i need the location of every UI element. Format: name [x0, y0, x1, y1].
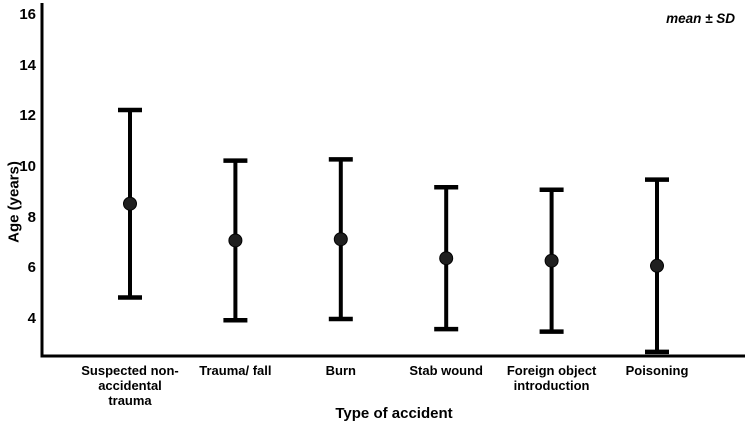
mean-marker [650, 258, 664, 273]
category-label-line: Trauma/ fall [199, 363, 272, 378]
category-label: Foreign object introduction [487, 363, 617, 393]
y-tick-label: 12 [19, 107, 36, 125]
category-label-line: Poisoning [625, 363, 689, 378]
category-label-line: Stab wound [409, 363, 484, 378]
category-label-line: trauma [108, 393, 152, 408]
category-label-line: introduction [513, 378, 590, 393]
category-label: Burn [276, 363, 406, 378]
category-label-line: Burn [325, 363, 356, 378]
category-label: Poisoning [592, 363, 722, 378]
mean-marker [439, 251, 454, 266]
x-axis-title: Type of accident [335, 405, 453, 422]
mean-marker [123, 196, 137, 211]
y-tick-label: 14 [19, 56, 36, 74]
y-tick-label: 16 [19, 6, 36, 23]
category-label: Trauma/ fall [170, 363, 300, 378]
category-label: Stab wound [381, 363, 511, 378]
y-tick-label: 10 [19, 157, 36, 175]
mean-marker [228, 233, 243, 248]
y-tick-label: 6 [27, 259, 36, 277]
y-tick-label: 4 [27, 309, 36, 327]
mean-marker [333, 232, 348, 247]
mean-sd-annotation: mean ± SD [666, 11, 735, 26]
category-label-line: Suspected non- [81, 363, 179, 378]
category-label-line: accidental [98, 378, 162, 393]
y-tick-label: 8 [27, 208, 36, 226]
category-label: Suspected non-accidental trauma [65, 363, 195, 408]
category-label-line: Foreign object [506, 363, 597, 378]
mean-marker [544, 253, 559, 268]
